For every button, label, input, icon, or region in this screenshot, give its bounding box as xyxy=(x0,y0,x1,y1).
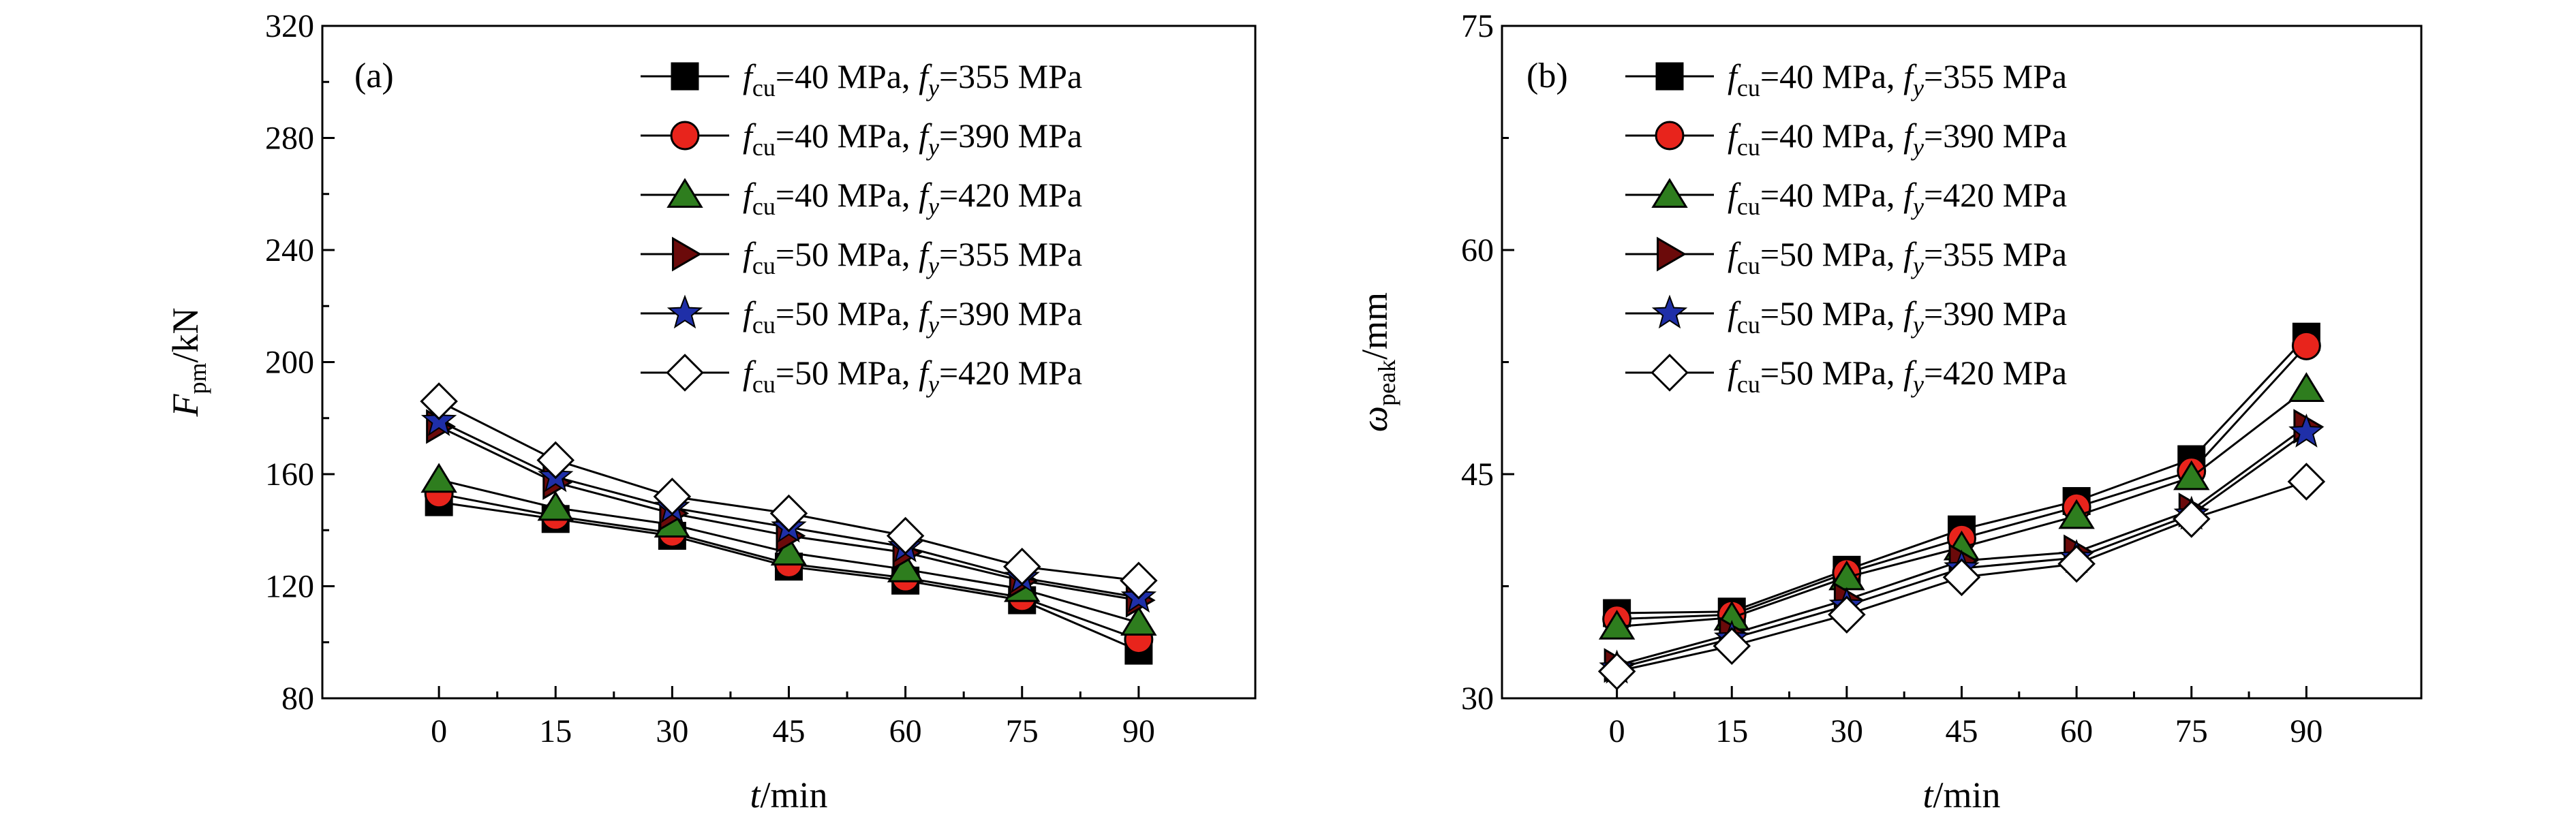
data-point xyxy=(2173,460,2210,491)
legend-item: fcu=40 MPa, fy=390 MPa xyxy=(641,116,1082,161)
legend-label: fcu=40 MPa, fy=355 MPa xyxy=(743,57,1082,102)
data-point xyxy=(770,535,808,566)
legend-item: fcu=50 MPa, fy=355 MPa xyxy=(1625,235,2067,279)
data-point xyxy=(1713,627,1751,666)
panel-label: (b) xyxy=(1527,57,1568,95)
data-point xyxy=(2172,500,2211,538)
y-tick-label: 240 xyxy=(265,232,314,268)
data-point xyxy=(886,516,925,555)
data-point xyxy=(2288,372,2325,402)
x-axis-label: t/min xyxy=(1922,775,2000,815)
series-3 xyxy=(1598,372,2325,640)
data-point xyxy=(2057,544,2096,583)
x-tick-label: 15 xyxy=(539,713,572,749)
y-tick-label: 75 xyxy=(1461,8,1494,44)
data-point xyxy=(769,494,808,533)
x-tick-label: 75 xyxy=(1006,713,1039,749)
x-tick-label: 0 xyxy=(1609,713,1625,749)
data-point xyxy=(1120,561,1158,600)
legend-item: fcu=40 MPa, fy=355 MPa xyxy=(641,57,1082,102)
data-point xyxy=(653,478,692,516)
legend-marker xyxy=(670,121,700,151)
y-tick-label: 320 xyxy=(265,8,314,44)
legend-marker xyxy=(671,62,699,91)
legend-label: fcu=50 MPa, fy=390 MPa xyxy=(743,294,1082,339)
x-tick-label: 0 xyxy=(431,713,447,749)
data-point xyxy=(1597,652,1636,691)
x-axis-label: t/min xyxy=(750,775,827,815)
y-tick-label: 80 xyxy=(281,681,314,717)
legend-marker xyxy=(666,178,703,208)
x-tick-label: 90 xyxy=(1122,713,1155,749)
legend-item: fcu=50 MPa, fy=390 MPa xyxy=(641,294,1082,339)
data-point xyxy=(2291,330,2321,360)
x-tick-label: 45 xyxy=(1946,713,1978,749)
x-tick-label: 30 xyxy=(1830,713,1863,749)
x-tick-label: 15 xyxy=(1715,713,1748,749)
legend-label: fcu=50 MPa, fy=420 MPa xyxy=(743,354,1082,398)
x-tick-label: 90 xyxy=(2290,713,2322,749)
series-6 xyxy=(1597,463,2326,691)
legend-marker xyxy=(1655,62,1684,91)
data-point xyxy=(887,552,924,582)
legend-label: fcu=50 MPa, fy=355 MPa xyxy=(1728,235,2067,279)
data-point xyxy=(537,491,574,521)
legend-marker xyxy=(1651,294,1688,329)
data-point xyxy=(2287,463,2326,501)
legend-item: fcu=50 MPa, fy=420 MPa xyxy=(1625,354,2067,398)
legend-item: fcu=40 MPa, fy=420 MPa xyxy=(641,176,1082,220)
data-point xyxy=(420,463,457,493)
series-6 xyxy=(420,382,1158,600)
legend-marker xyxy=(1657,236,1687,272)
data-point xyxy=(536,441,575,480)
legend-label: fcu=50 MPa, fy=420 MPa xyxy=(1728,354,2067,398)
data-point xyxy=(1828,595,1866,634)
legend-label: fcu=40 MPa, fy=420 MPa xyxy=(743,176,1082,220)
data-point xyxy=(1002,547,1041,586)
legend-label: fcu=40 MPa, fy=390 MPa xyxy=(743,116,1082,161)
legend-item: fcu=40 MPa, fy=420 MPa xyxy=(1625,176,2067,220)
x-tick-label: 60 xyxy=(2060,713,2093,749)
panel-label: (a) xyxy=(354,57,394,95)
legend-item: fcu=50 MPa, fy=355 MPa xyxy=(641,235,1082,279)
legend-label: fcu=40 MPa, fy=420 MPa xyxy=(1728,176,2067,220)
data-point xyxy=(2288,414,2325,448)
legend-marker xyxy=(1655,121,1685,151)
legend-item: fcu=50 MPa, fy=420 MPa xyxy=(641,354,1082,398)
panel-a: 80 120 160 200 240 280 320 0 15 30 45 60 75 90 t/min Fp… xyxy=(165,8,1257,815)
legend-label: fcu=40 MPa, fy=355 MPa xyxy=(1728,57,2067,102)
data-point xyxy=(1120,606,1157,636)
legend-marker xyxy=(1651,178,1688,208)
legend-label: fcu=40 MPa, fy=390 MPa xyxy=(1728,116,2067,161)
y-axis-label: Fpm/kN xyxy=(165,307,211,417)
y-tick-label: 200 xyxy=(265,345,314,381)
y-tick-label: 45 xyxy=(1461,456,1494,493)
legend-item: fcu=40 MPa, fy=390 MPa xyxy=(1625,116,2067,161)
x-tick-label: 45 xyxy=(773,713,806,749)
legend-marker xyxy=(672,236,702,272)
legend-item: fcu=50 MPa, fy=390 MPa xyxy=(1625,294,2067,339)
legend-label: fcu=50 MPa, fy=390 MPa xyxy=(1728,294,2067,339)
legend-marker xyxy=(666,294,703,329)
y-axis-label: ωpeak/mm xyxy=(1354,292,1400,432)
legend-item: fcu=40 MPa, fy=355 MPa xyxy=(1625,57,2067,102)
y-tick-label: 60 xyxy=(1461,232,1494,268)
y-tick-label: 160 xyxy=(265,456,314,493)
legend-marker xyxy=(666,354,704,392)
y-tick-label: 120 xyxy=(265,569,314,605)
data-point xyxy=(420,382,458,420)
panel-b: 30 45 60 75 0 15 30 45 60 75 90 t/min ωpeak/mm (b) fcu… xyxy=(1354,8,2423,815)
y-tick-label: 30 xyxy=(1461,681,1494,717)
y-tick-label: 280 xyxy=(265,121,314,157)
x-tick-label: 30 xyxy=(656,713,688,749)
x-tick-label: 75 xyxy=(2175,713,2208,749)
data-point xyxy=(2058,499,2095,529)
data-point xyxy=(1942,558,1981,597)
x-tick-label: 60 xyxy=(889,713,922,749)
series-3 xyxy=(420,463,1157,636)
data-point xyxy=(1598,609,1636,640)
legend-marker xyxy=(1651,354,1689,392)
legend-label: fcu=50 MPa, fy=355 MPa xyxy=(743,235,1082,279)
